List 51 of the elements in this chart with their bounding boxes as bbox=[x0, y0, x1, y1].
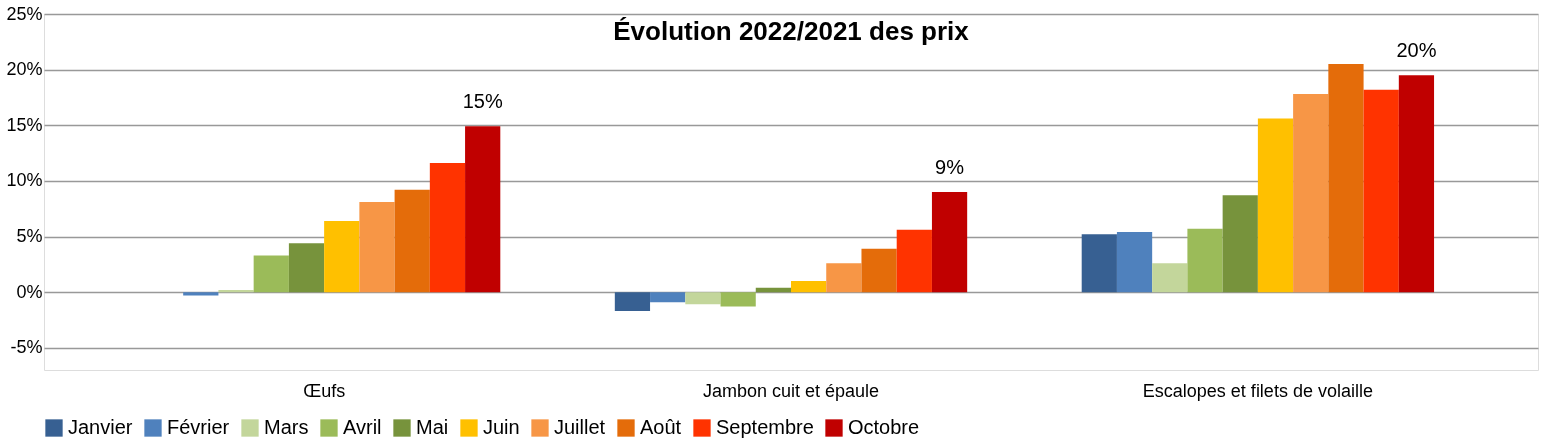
data-label: 9% bbox=[935, 156, 965, 178]
bar bbox=[826, 263, 862, 293]
y-tick-label: 20% bbox=[6, 59, 43, 80]
legend-label: Avril bbox=[343, 416, 382, 438]
bar bbox=[218, 289, 254, 293]
data-label: 20% bbox=[1396, 39, 1437, 62]
legend-label: Juin bbox=[483, 416, 520, 438]
legend-label: Juillet bbox=[554, 416, 606, 438]
bar bbox=[1152, 263, 1188, 293]
y-tick-label: -5% bbox=[10, 337, 43, 358]
bar bbox=[359, 202, 395, 293]
bar bbox=[1116, 232, 1153, 293]
x-tick-label: Œufs bbox=[303, 380, 346, 401]
legend-label: Février bbox=[167, 416, 230, 438]
legend-label: Octobre bbox=[848, 416, 920, 438]
bar bbox=[465, 126, 501, 293]
x-tick-label: Jambon cuit et épaule bbox=[702, 380, 880, 401]
y-tick-label: 15% bbox=[6, 114, 43, 135]
bar bbox=[324, 220, 360, 293]
bar bbox=[1187, 228, 1223, 293]
legend-label: Mars bbox=[264, 416, 309, 438]
bar bbox=[1222, 195, 1258, 293]
x-tick-label: Escalopes et filets de volaille bbox=[1142, 380, 1373, 401]
bar bbox=[861, 248, 897, 293]
data-label: 15% bbox=[462, 90, 503, 113]
bar bbox=[650, 292, 686, 303]
bar bbox=[1081, 234, 1117, 293]
y-tick-label: 25% bbox=[6, 3, 43, 24]
bar bbox=[791, 281, 827, 293]
legend-label: Août bbox=[640, 416, 682, 438]
bar bbox=[253, 255, 289, 293]
bar bbox=[288, 243, 325, 293]
legend-label: Mai bbox=[416, 416, 449, 438]
bar bbox=[1328, 64, 1364, 293]
bar bbox=[429, 163, 466, 293]
legend-label: Septembre bbox=[716, 416, 814, 438]
bar bbox=[614, 292, 651, 312]
y-tick-label: 0% bbox=[16, 281, 43, 302]
bar bbox=[1363, 89, 1399, 293]
bar bbox=[1293, 94, 1329, 293]
bar bbox=[394, 189, 430, 293]
bar bbox=[931, 192, 968, 293]
legend-label: Janvier bbox=[68, 416, 133, 438]
y-tick-label: 10% bbox=[6, 170, 43, 191]
bar bbox=[720, 292, 756, 307]
y-tick-label: 5% bbox=[16, 226, 43, 246]
bar bbox=[1257, 118, 1294, 293]
bar bbox=[685, 292, 721, 305]
chart-title: Évolution 2022/2021 des prix bbox=[613, 16, 970, 46]
bar bbox=[1398, 75, 1435, 293]
bar bbox=[896, 229, 932, 293]
